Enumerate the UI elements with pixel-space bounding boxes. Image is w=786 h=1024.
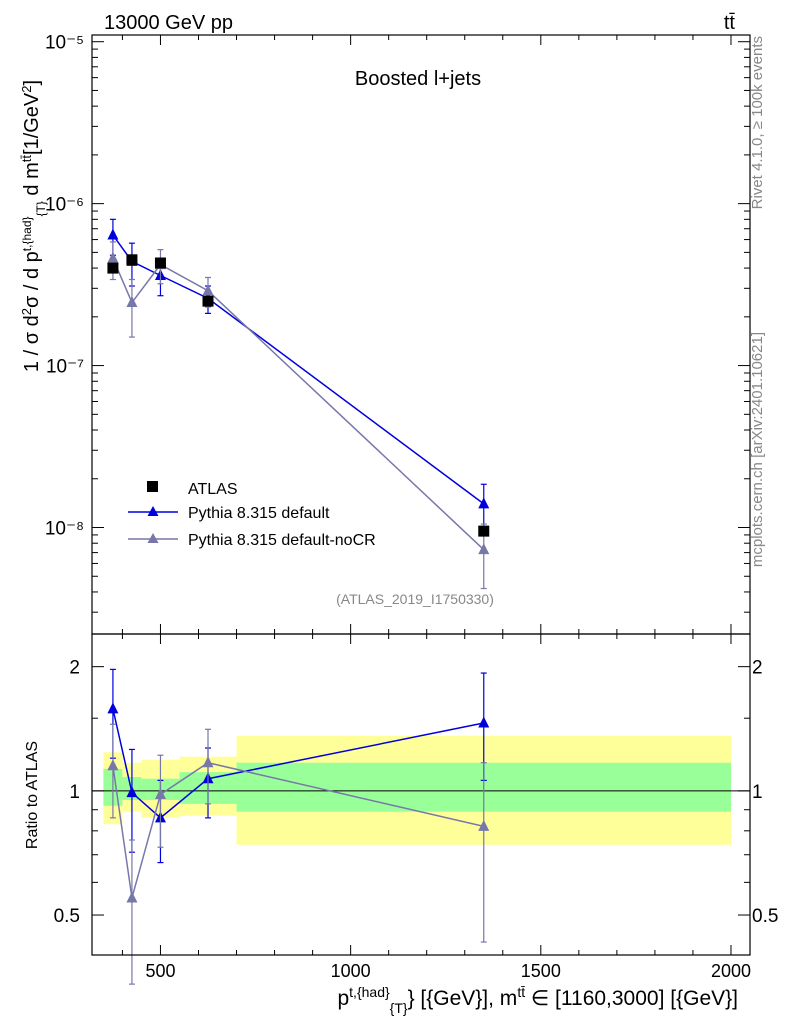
mcplots-label: mcplots.cern.ch [arXiv:2401.10621]: [749, 332, 766, 567]
point-nocr: [202, 284, 214, 296]
point-atlas: [107, 262, 119, 274]
x-tick-label: 500: [145, 961, 175, 981]
point-atlas: [478, 525, 490, 537]
point-atlas: [126, 254, 138, 266]
analysis-id-label: (ATLAS_2019_I1750330): [336, 591, 494, 607]
process-label: tt̄: [724, 12, 736, 34]
energy-label: 13000 GeV pp: [104, 12, 233, 34]
y-axis-label-main: 1 / σ d2σ / d pt,{had}{T} d mtt̄[1/GeV2]: [19, 80, 49, 372]
y-tick-label-ratio-left: 1: [69, 782, 80, 803]
y-tick-label-main: 10⁻⁷: [46, 357, 84, 378]
ratio-point-nocr: [126, 891, 138, 903]
legend-marker-atlas: [147, 481, 158, 492]
point-default: [478, 497, 490, 509]
rivet-version-label: Rivet 4.1.0, ≥ 100k events: [749, 36, 766, 209]
legend-label-nocr: Pythia 8.315 default-noCR: [188, 532, 376, 549]
point-atlas: [202, 295, 214, 307]
y-tick-label-ratio-right: 1: [752, 782, 763, 803]
legend-marker-default: [147, 506, 159, 516]
point-atlas: [154, 257, 166, 269]
axes-group: [91, 34, 751, 956]
ratio-point-default: [478, 716, 490, 728]
y-tick-label-ratio-right: 2: [752, 658, 763, 679]
y-tick-label-ratio-left: 2: [69, 658, 80, 679]
legend: ATLAS Pythia 8.315 default Pythia 8.315 …: [128, 481, 376, 549]
x-tick-label: 1000: [331, 961, 371, 981]
ratio-point-default: [107, 702, 119, 714]
legend-marker-nocr: [147, 533, 159, 543]
tick-labels: 500 1000 1500 2000 10⁻⁸ 10⁻⁷ 10⁻⁶ 10⁻⁵ 0.5 0.5 1 1 2…: [45, 33, 779, 981]
ratio-point-default: [126, 786, 138, 798]
chart-title: Boosted l+jets: [355, 68, 481, 90]
y-tick-label-main: 10⁻⁸: [45, 519, 84, 540]
series-line-default: [112, 234, 485, 505]
point-nocr: [478, 543, 490, 555]
ratio-panel-series: [107, 668, 490, 985]
point-default: [107, 228, 119, 240]
ratio-panel-bands: [92, 735, 750, 845]
ratio-point-nocr: [202, 756, 214, 768]
y-tick-label-ratio-left: 0.5: [54, 906, 80, 927]
point-nocr: [126, 296, 138, 308]
point-nocr: [107, 251, 119, 263]
x-tick-label: 1500: [521, 961, 561, 981]
y-axis-label-ratio: Ratio to ATLAS: [24, 741, 41, 849]
ratio-point-nocr: [478, 819, 490, 831]
y-tick-label-main: 10⁻⁶: [45, 195, 84, 216]
ratio-point-nocr: [154, 787, 166, 799]
main-panel-series: [107, 218, 490, 590]
x-tick-label: 2000: [711, 961, 751, 981]
y-tick-label-ratio-right: 0.5: [752, 906, 778, 927]
y-tick-label-main: 10⁻⁵: [45, 33, 84, 54]
x-axis-label: pt,{had}{T}} [{GeV}], mtt̄ ∈ [1160,3000]…: [337, 984, 738, 1016]
legend-label-atlas: ATLAS: [188, 481, 238, 498]
legend-label-default: Pythia 8.315 default: [188, 505, 330, 522]
ratio-panel-frame: [91, 633, 751, 956]
ratio-point-nocr: [107, 759, 119, 771]
